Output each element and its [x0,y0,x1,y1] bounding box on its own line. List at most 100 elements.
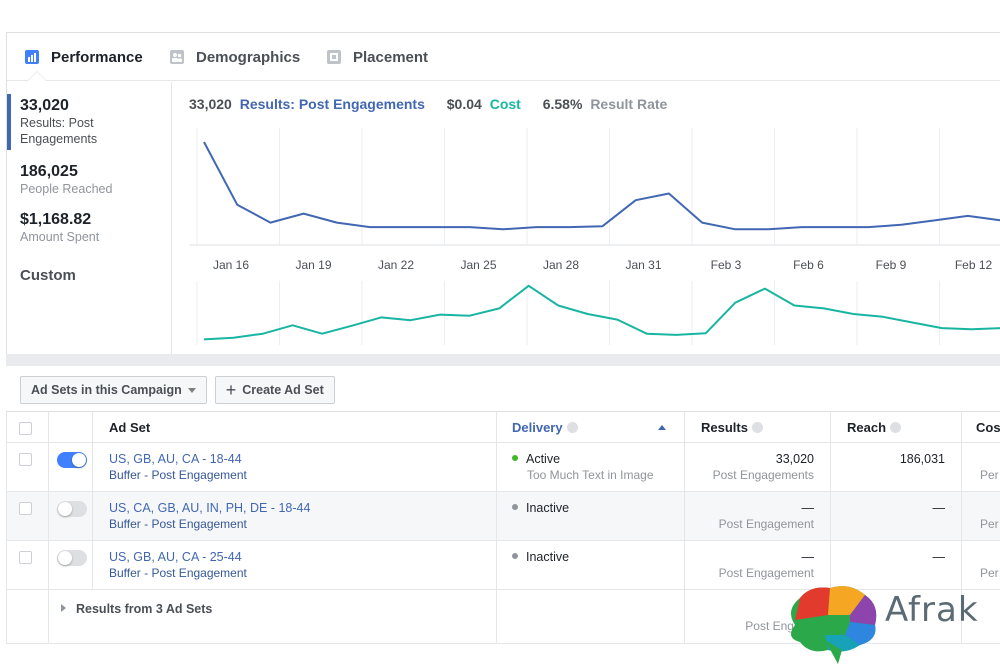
summary-rate-label[interactable]: Result Rate [590,96,668,112]
campaign-name-link[interactable]: Buffer - Post Engagement [109,566,247,580]
tab-performance[interactable]: Performance [25,46,143,68]
row-toggle-cell [48,540,93,590]
metrics-sidebar: 33,020 Results: Post Engagements 186,025… [7,82,172,354]
results-label: Post Engagement [718,517,814,531]
status-dot-icon [512,504,518,510]
delivery-status: Inactive [526,501,570,515]
adsets-filter-dropdown[interactable]: Ad Sets in this Campaign [20,376,207,404]
button-label: Create Ad Set [242,383,324,397]
tab-demographics[interactable]: Demographics [170,46,300,68]
delivery-cell: Active Too Much Text in Image [496,442,685,492]
results-value: — [801,501,815,515]
header-label: Reach [847,420,887,435]
brain-logo-icon [791,586,877,664]
row-checkbox[interactable] [19,551,32,564]
table-body: US, GB, AU, CA - 18-44 Buffer - Post Eng… [6,442,1000,590]
footer-cell [496,589,685,644]
x-tick-label: Jan 31 [625,258,661,272]
cost-cell: Per [961,540,1000,590]
header-label: Ad Set [109,420,151,435]
info-icon[interactable] [751,422,763,433]
results-cell: — Post Engagement [684,491,831,541]
header-label: Results [701,420,748,435]
info-icon[interactable] [566,422,578,433]
adset-toggle[interactable] [57,550,87,566]
custom-range-label[interactable]: Custom [20,267,76,284]
header-label: Delivery [512,420,563,435]
delivery-status: Active [526,452,561,466]
adsets-table: Ad Set Delivery Results Reach Cos US, GB… [6,411,1000,644]
plus-icon: + [225,380,237,400]
x-tick-label: Feb 3 [711,258,742,272]
row-checkbox[interactable] [19,502,32,515]
tab-placement[interactable]: Placement [327,46,428,68]
x-tick-label: Feb 9 [876,258,907,272]
results-value: 33,020 [775,452,814,466]
campaign-name-link[interactable]: Buffer - Post Engagement [109,468,247,482]
metric-results[interactable]: 33,020 Results: Post Engagements [20,97,97,147]
results-chart-grid [196,128,940,245]
cost-label: Per [980,566,999,580]
adset-toggle[interactable] [57,501,87,517]
x-tick-label: Feb 6 [793,258,824,272]
watermark-text: Afrak [885,590,979,630]
row-toggle-cell [48,491,93,541]
column-header-reach[interactable]: Reach [830,411,962,443]
toggle-knob [58,551,72,565]
results-value: — [801,550,815,564]
metric-reach[interactable]: 186,025 People Reached [20,163,112,197]
summary-results-value: 33,020 [189,96,232,112]
row-checkbox-cell [6,540,49,590]
column-header-results[interactable]: Results [684,411,831,443]
results-label: Post Engagements [712,468,814,482]
column-header-cost[interactable]: Cos [961,411,1000,443]
x-tick-label: Jan 16 [213,258,249,272]
summary-results-label[interactable]: Results: Post Engagements [239,96,425,112]
column-header-delivery[interactable]: Delivery [496,411,685,443]
campaign-name-link[interactable]: Buffer - Post Engagement [109,517,247,531]
results-cell: — Post Engagement [684,540,831,590]
selected-metric-bar [7,94,11,150]
adset-cell: US, GB, AU, CA - 18-44 Buffer - Post Eng… [92,442,497,492]
adset-cell: US, GB, AU, CA - 25-44 Buffer - Post Eng… [92,540,497,590]
row-toggle-cell [48,442,93,492]
tab-label: Performance [51,48,143,66]
bar-chart-icon [25,50,39,64]
info-icon[interactable] [890,422,902,433]
adset-name-link[interactable]: US, GB, AU, CA - 18-44 [109,452,242,466]
section-divider [6,354,1000,366]
summary-cost-label[interactable]: Cost [489,96,521,112]
x-tick-label: Jan 19 [295,258,331,272]
metric-value: 186,025 [20,163,78,180]
metric-label: People Reached [20,182,113,196]
chart-summary: 33,020 Results: Post Engagements $0.04 C… [189,96,671,112]
row-checkbox[interactable] [19,453,32,466]
reach-value: 186,031 [899,452,945,466]
metric-spent[interactable]: $1,168.82 Amount Spent [20,211,99,245]
active-tab-indicator [27,71,47,81]
adset-toggle[interactable] [57,452,87,468]
adset-name-link[interactable]: US, GB, AU, CA - 25-44 [109,550,242,564]
adset-name-link[interactable]: US, CA, GB, AU, IN, PH, DE - 18-44 [109,501,311,515]
footer-label: Results from 3 Ad Sets [76,602,213,616]
column-header-adset[interactable]: Ad Set [92,411,497,443]
table-row[interactable]: US, CA, GB, AU, IN, PH, DE - 18-44 Buffe… [6,491,1000,541]
delivery-cell: Inactive [496,540,685,590]
status-dot-icon [512,455,518,461]
cost-chart-grid [196,281,940,345]
table-row[interactable]: US, GB, AU, CA - 25-44 Buffer - Post Eng… [6,540,1000,590]
delivery-note: Too Much Text in Image [527,468,654,482]
table-row[interactable]: US, GB, AU, CA - 18-44 Buffer - Post Eng… [6,442,1000,492]
x-axis-ticks: Jan 16 Jan 19 Jan 22 Jan 25 Jan 28 Jan 31 Feb … [213,258,993,272]
reach-value: — [932,501,946,515]
create-adset-button[interactable]: + Create Ad Set [214,376,335,404]
select-all-checkbox[interactable] [19,422,32,435]
metric-label: Engagements [20,132,98,146]
footer-summary-cell[interactable]: Results from 3 Ad Sets [48,589,497,644]
placement-icon [327,50,341,64]
row-checkbox-cell [6,442,49,492]
results-label: Post Engagement [718,566,814,580]
metric-value: $1,168.82 [20,211,92,228]
footer-cell [961,589,1000,644]
cost-series-line [203,284,1000,341]
